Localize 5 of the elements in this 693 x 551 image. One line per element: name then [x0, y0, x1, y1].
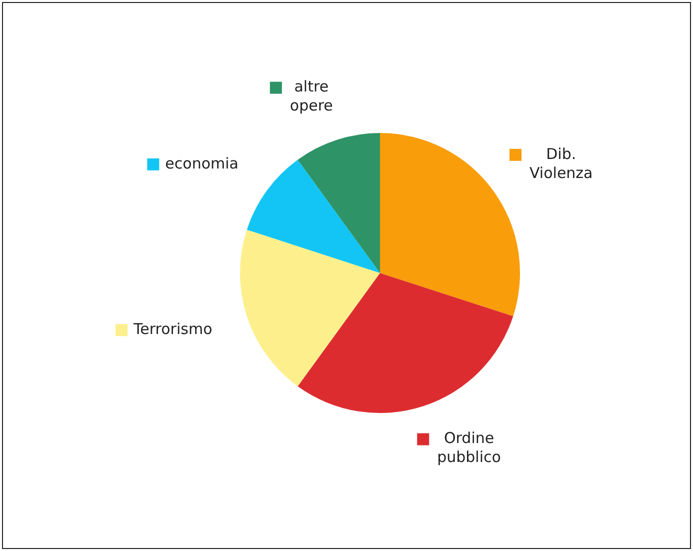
- legend-label: Dib. Violenza: [530, 144, 593, 182]
- legend-label: altre opere: [290, 78, 333, 115]
- legend-label: Ordine pubblico: [437, 429, 501, 466]
- legend-label: Terrorismo: [132, 320, 212, 338]
- legend-label: economia: [165, 154, 238, 172]
